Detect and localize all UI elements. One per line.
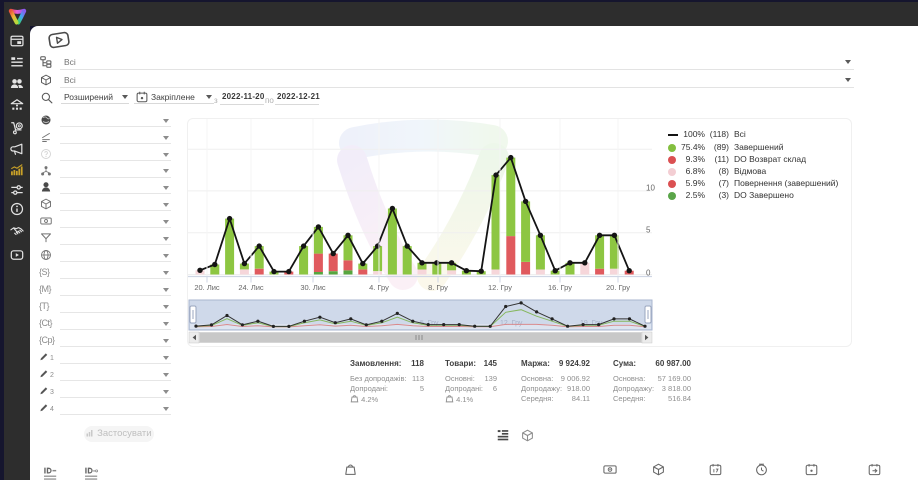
svg-text:16. Гру: 16. Гру xyxy=(548,283,572,292)
svg-text:20. Лис: 20. Лис xyxy=(194,283,220,292)
svg-text:24. Лис: 24. Лис xyxy=(238,283,264,292)
svg-text:5: 5 xyxy=(646,226,651,235)
svg-text:8. Гру: 8. Гру xyxy=(428,283,448,292)
svg-text:0: 0 xyxy=(646,269,651,278)
svg-text:10: 10 xyxy=(646,184,655,193)
svg-text:30. Лис: 30. Лис xyxy=(300,283,326,292)
svg-text:12. Гру: 12. Гру xyxy=(500,320,523,327)
svg-text:5. Гру: 5. Гру xyxy=(420,320,439,327)
svg-text:12. Гру: 12. Гру xyxy=(488,283,512,292)
svg-text:19. Гру: 19. Гру xyxy=(580,320,603,327)
svg-text:4. Гру: 4. Гру xyxy=(369,283,389,292)
svg-text:20. Гру: 20. Гру xyxy=(606,283,630,292)
